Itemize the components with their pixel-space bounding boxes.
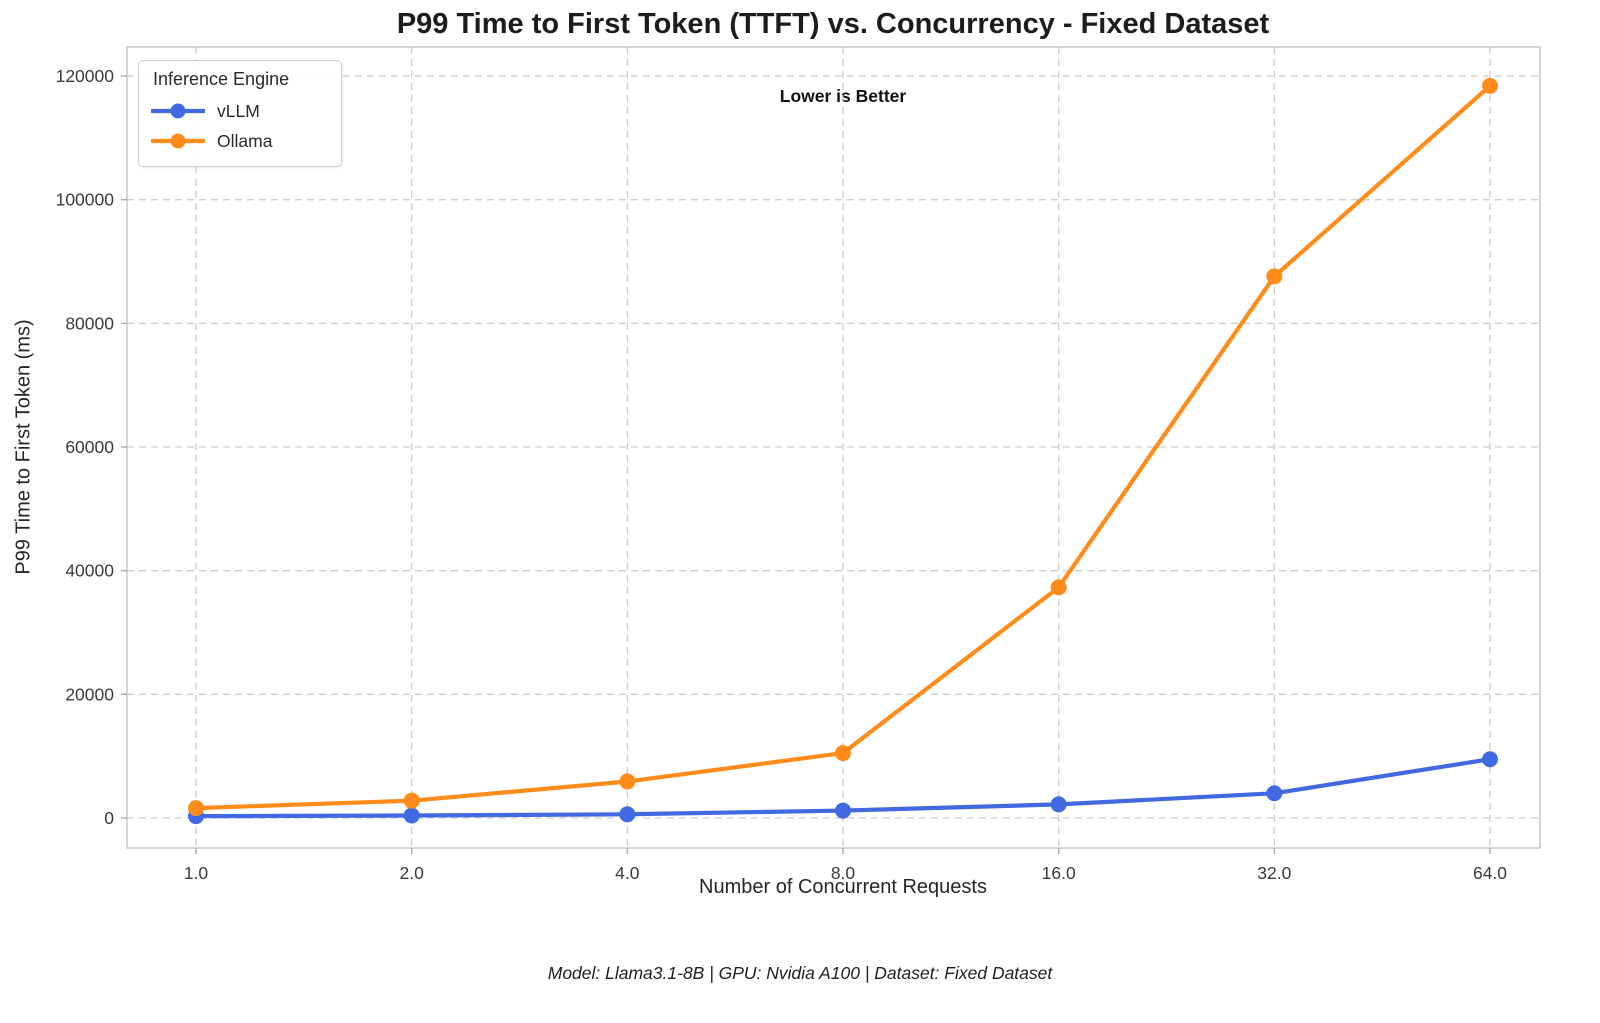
marker-Ollama-8 [835,745,851,762]
marker-vLLM-16 [1050,796,1067,813]
x-tick-label-1.0: 1.0 [184,863,209,883]
marker-vLLM-8 [835,802,851,819]
marker-Ollama-16 [1050,579,1067,596]
legend-marker-icon [170,133,186,149]
page-title: P99 Time to First Token (TTFT) vs. Concu… [396,8,1270,40]
x-tick-label-8.0: 8.0 [831,863,856,883]
legend-item-ollama: Ollama [151,126,329,156]
x-tick-label-16.0: 16.0 [1042,863,1076,883]
y-tick-label-60000: 60000 [65,437,114,457]
legend-item-vllm: vLLM [151,96,329,126]
legend-swatch-line-icon [151,103,205,119]
legend-title: Inference Engine [153,69,290,89]
legend-item-label: vLLM [217,100,260,121]
legend-item-label: Ollama [217,130,273,151]
y-tick-label-80000: 80000 [65,313,114,333]
marker-vLLM-2 [403,807,420,824]
y-tick-label-120000: 120000 [56,66,115,86]
footer-caption: Model: Llama3.1-8B | GPU: Nvidia A100 | … [547,963,1053,983]
y-tick-label-20000: 20000 [65,684,114,704]
legend: Inference Engine vLLM Ollama [138,60,342,167]
marker-Ollama-1 [188,800,204,817]
marker-Ollama-32 [1266,268,1283,285]
y-tick-label-0: 0 [104,808,114,828]
marker-Ollama-64 [1482,77,1498,94]
legend-marker-icon [170,103,186,119]
legend-items: vLLM Ollama [151,96,329,156]
x-tick-label-32.0: 32.0 [1257,863,1291,883]
marker-vLLM-4 [619,806,636,823]
marker-Ollama-4 [619,773,636,790]
x-tick-label-4.0: 4.0 [615,863,640,883]
marker-vLLM-32 [1266,785,1283,802]
marker-vLLM-64 [1482,751,1498,768]
y-tick-label-100000: 100000 [56,190,115,210]
y-axis-label: P99 Time to First Token (ms) [12,319,35,575]
marker-Ollama-2 [403,792,420,809]
y-tick-label-40000: 40000 [65,561,114,581]
x-tick-label-2.0: 2.0 [400,863,425,883]
x-tick-label-64.0: 64.0 [1473,863,1507,883]
x-axis-label: Number of Concurrent Requests [699,876,987,898]
legend-swatch-line-icon [151,133,205,149]
